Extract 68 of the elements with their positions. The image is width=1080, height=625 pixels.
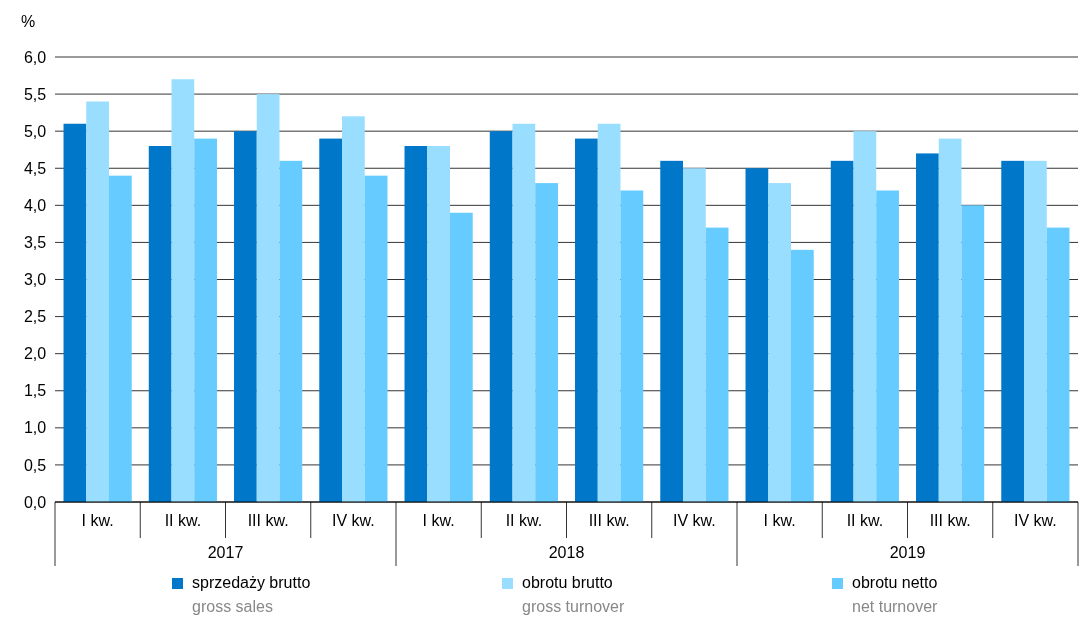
bar [427, 146, 450, 502]
y-tick-label: 0,0 [23, 493, 47, 511]
y-axis-title: % [21, 13, 36, 30]
bar [108, 175, 132, 502]
x-tick-label: I kw. [763, 512, 796, 529]
y-tick-label: 4,5 [23, 159, 47, 177]
bar [830, 160, 854, 502]
bar [234, 131, 257, 502]
y-tick-label: 6,0 [23, 48, 47, 66]
bar [597, 123, 621, 502]
x-tick-label: I kw. [81, 512, 114, 529]
text: 2018 [548, 544, 585, 561]
bar [790, 249, 814, 502]
bar [1001, 160, 1025, 502]
bar [86, 101, 109, 502]
bar [342, 116, 365, 502]
y-tick-label: 3,5 [23, 234, 47, 252]
bar [660, 160, 684, 502]
bar [489, 131, 513, 502]
bar [916, 153, 939, 502]
bar [148, 146, 172, 502]
bar [745, 168, 769, 502]
bar [63, 123, 87, 502]
bar [620, 190, 644, 502]
bar [1046, 227, 1070, 502]
x-tick-label: IV kw. [1014, 512, 1057, 529]
bar [256, 94, 280, 502]
x-tick-label: III kw. [247, 512, 289, 529]
bar [364, 175, 388, 502]
bar [319, 138, 343, 502]
bar [194, 138, 217, 502]
y-tick-label: 3,0 [23, 271, 47, 289]
text: 2019 [889, 544, 926, 561]
bar [938, 138, 962, 502]
bar [575, 138, 598, 502]
legend-label: obrotu netto net turnover [852, 574, 939, 615]
y-tick-label: 2,0 [23, 345, 47, 363]
x-tick-label: IV kw. [673, 512, 716, 529]
bar [853, 131, 877, 502]
bar [768, 183, 791, 502]
y-tick-label: 1,0 [23, 419, 47, 437]
bar [535, 183, 558, 502]
bar [279, 160, 303, 502]
x-tick-label: II kw. [505, 512, 543, 529]
legend-label: sprzedaży brutto gross sales [192, 574, 311, 615]
y-tick-label: 5,0 [23, 122, 47, 140]
bar [1024, 160, 1047, 502]
y-tick-label: 1,5 [23, 382, 47, 400]
x-tick-label: II kw. [164, 512, 202, 529]
x-tick-label: III kw. [929, 512, 971, 529]
y-tick-label: 2,5 [23, 308, 47, 326]
x-tick-label: IV kw. [332, 512, 375, 529]
bar [171, 79, 195, 502]
y-tick-label: 5,5 [23, 85, 47, 103]
bar [961, 205, 985, 502]
y-tick-label: 4,0 [23, 196, 47, 214]
bar [876, 190, 899, 502]
bar [683, 168, 706, 502]
x-tick-label: III kw. [588, 512, 630, 529]
bar [449, 212, 473, 502]
y-tick-label: 0,5 [23, 456, 47, 474]
x-tick-label: II kw. [846, 512, 884, 529]
text: 2017 [207, 544, 244, 561]
bar [705, 227, 729, 502]
bar [512, 123, 536, 502]
x-tick-label: I kw. [422, 512, 455, 529]
legend-label: obrotu brutto gross turnover [522, 574, 625, 615]
bar [404, 146, 428, 502]
